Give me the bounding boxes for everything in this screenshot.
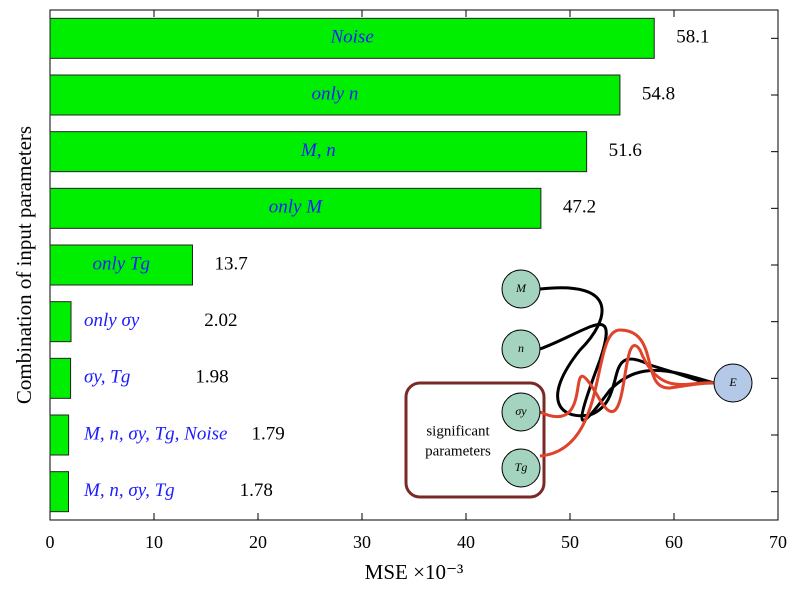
value-label: 54.8 bbox=[642, 83, 675, 104]
x-tick-label: 20 bbox=[249, 532, 267, 552]
node: E bbox=[714, 364, 752, 402]
bar bbox=[50, 358, 71, 398]
x-tick-label: 70 bbox=[769, 532, 787, 552]
node-label: Tg bbox=[515, 460, 528, 474]
value-label: 1.98 bbox=[195, 367, 228, 388]
category-label: only σy bbox=[84, 310, 140, 331]
edges bbox=[540, 288, 714, 456]
box-label: significant bbox=[426, 423, 490, 439]
x-tick-label: 10 bbox=[145, 532, 163, 552]
category-label: only n bbox=[311, 83, 358, 104]
value-label: 1.79 bbox=[251, 423, 284, 444]
value-label: 2.02 bbox=[204, 310, 237, 331]
node: σy bbox=[502, 393, 540, 431]
value-label: 47.2 bbox=[563, 197, 596, 218]
box-label: parameters bbox=[425, 443, 491, 459]
node: n bbox=[502, 330, 540, 368]
bar bbox=[50, 472, 69, 512]
x-tick-label: 40 bbox=[457, 532, 475, 552]
node-label: E bbox=[728, 375, 737, 389]
node-label: n bbox=[518, 341, 524, 355]
value-label: 51.6 bbox=[609, 140, 642, 161]
category-label: Noise bbox=[329, 27, 373, 48]
node-label: σy bbox=[515, 404, 527, 418]
bar bbox=[50, 415, 69, 455]
inset-diagram: significant parameters Mn σy Tg E bbox=[406, 270, 752, 497]
category-label: M, n bbox=[300, 140, 336, 161]
y-axis-label: Combination of input parameters bbox=[12, 126, 36, 404]
category-label: M, n, σy, Tg bbox=[83, 480, 175, 501]
category-label: σy, Tg bbox=[84, 367, 130, 388]
x-axis-label: MSE ×10⁻³ bbox=[365, 560, 464, 584]
category-label: M, n, σy, Tg, Noise bbox=[83, 423, 227, 444]
node: Tg bbox=[502, 449, 540, 487]
category-label: only Tg bbox=[92, 253, 150, 274]
value-label: 1.78 bbox=[240, 480, 273, 501]
value-label: 58.1 bbox=[676, 27, 709, 48]
node: M bbox=[502, 270, 540, 308]
bar bbox=[50, 302, 71, 342]
category-label: only M bbox=[269, 197, 323, 218]
x-tick-label: 50 bbox=[561, 532, 579, 552]
x-tick-label: 0 bbox=[46, 532, 55, 552]
x-tick-label: 60 bbox=[665, 532, 683, 552]
x-tick-label: 30 bbox=[353, 532, 371, 552]
chart: Combination of input parameters MSE ×10⁻… bbox=[0, 0, 792, 589]
value-label: 13.7 bbox=[214, 253, 247, 274]
node-label: M bbox=[515, 281, 527, 295]
